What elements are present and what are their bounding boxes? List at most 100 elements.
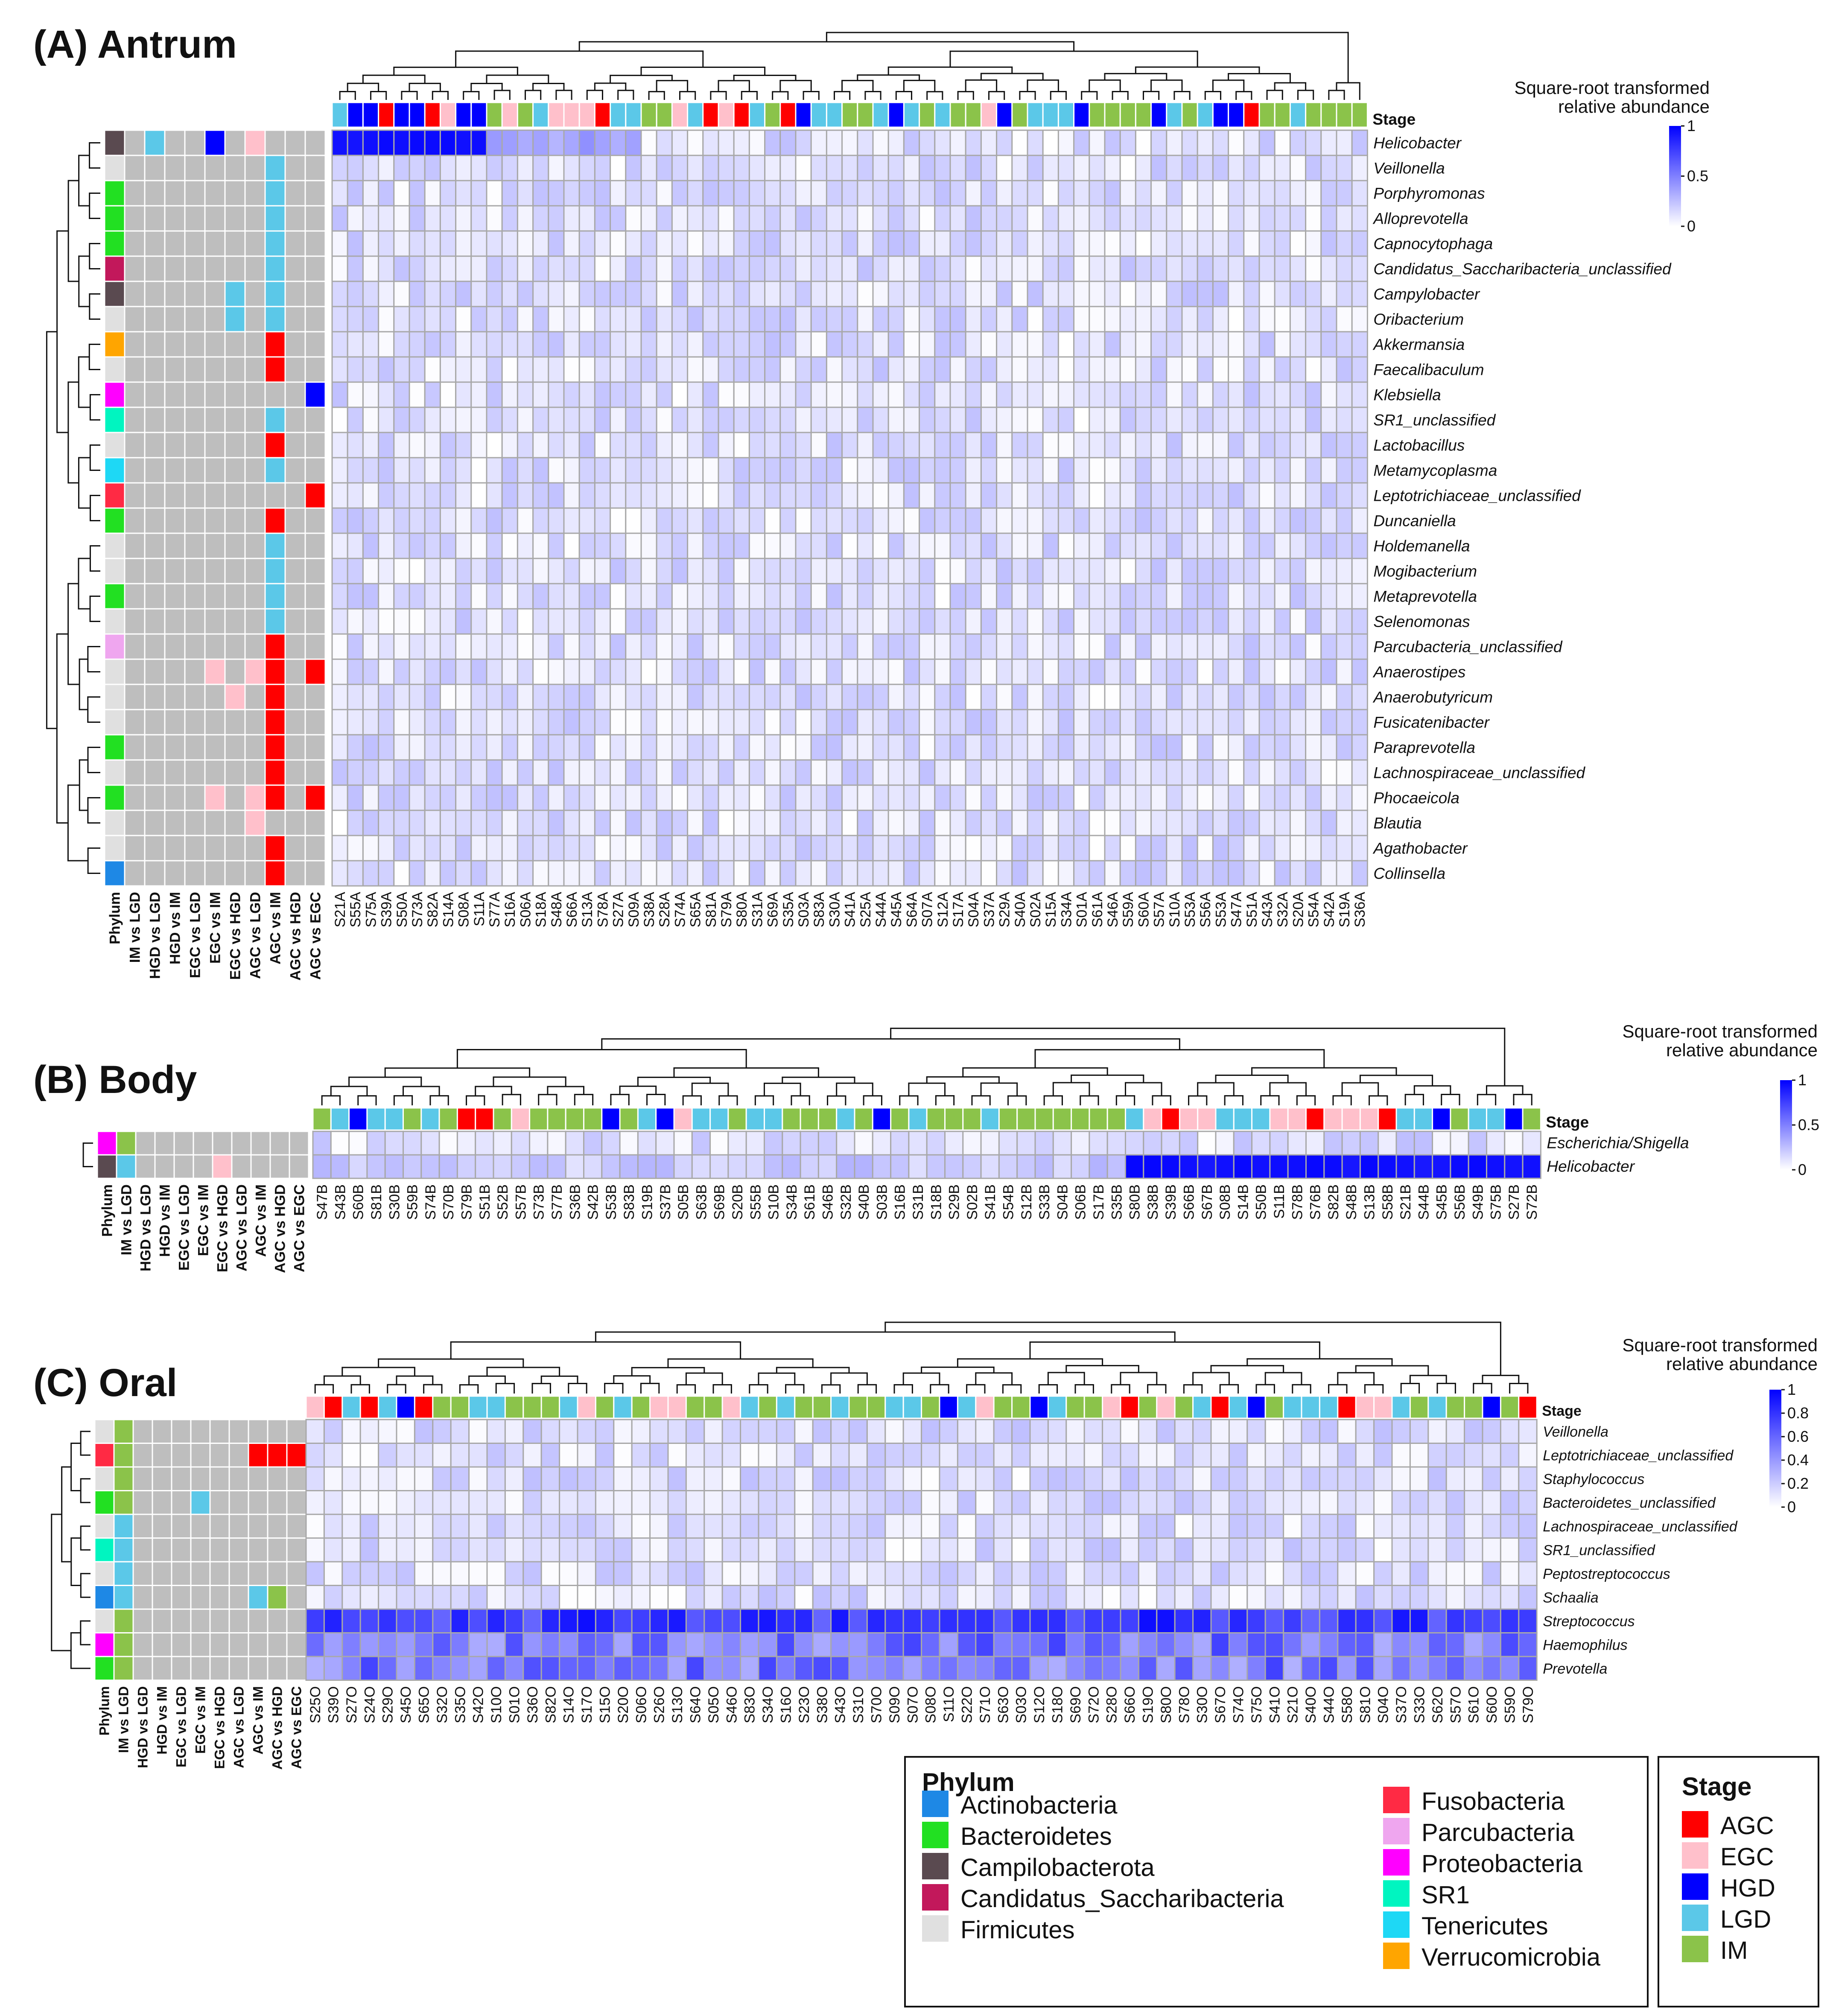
heatmap-cell — [795, 230, 812, 257]
heatmap-cell — [393, 809, 410, 836]
heatmap-cell — [1320, 356, 1337, 383]
heatmap-cell — [1057, 784, 1075, 811]
heatmap-cell — [532, 457, 549, 484]
comparison-cell — [113, 1443, 134, 1468]
heatmap-cell — [975, 1490, 995, 1515]
heatmap-cell — [921, 1419, 940, 1444]
heatmap-cell — [1212, 180, 1229, 207]
heatmap-cell — [1336, 356, 1353, 383]
heatmap-cell — [1150, 583, 1168, 610]
heatmap-cell — [1264, 1490, 1284, 1515]
heatmap-cell — [887, 457, 905, 484]
heatmap-cell — [721, 1466, 741, 1491]
heatmap-cell — [748, 532, 766, 559]
heatmap-cell — [758, 1513, 777, 1539]
heatmap-cell — [517, 129, 534, 156]
heatmap-cell — [949, 532, 966, 559]
heatmap-cell — [362, 633, 379, 660]
sample-label: S77B — [549, 1184, 565, 1220]
comparison-cell — [304, 633, 326, 660]
heatmap-cell — [1243, 255, 1260, 282]
heatmap-cell — [640, 155, 657, 181]
heatmap-cell — [1089, 684, 1106, 710]
heatmap-cell — [486, 809, 503, 836]
heatmap-cell — [1351, 155, 1368, 181]
heatmap-cell — [532, 507, 549, 534]
stage-cell — [1034, 1107, 1054, 1131]
heatmap-cell — [1274, 255, 1291, 282]
heatmap-cell — [470, 684, 487, 710]
heatmap-cell — [1011, 608, 1028, 635]
heatmap-cell — [1166, 155, 1183, 181]
heatmap-cell — [1289, 633, 1307, 660]
heatmap-cell — [740, 1608, 759, 1633]
comparison-cell — [224, 532, 246, 559]
heatmap-cell — [857, 658, 874, 685]
heatmap-cell — [949, 280, 966, 307]
heatmap-cell — [594, 709, 611, 736]
heatmap-cell — [949, 633, 966, 660]
heatmap-cell — [532, 280, 549, 307]
sample-label: S56B — [1452, 1184, 1468, 1220]
sample-label: S14A — [440, 892, 456, 927]
heatmap-cell — [1052, 1131, 1072, 1156]
heatmap-cell — [795, 608, 812, 635]
heatmap-cell — [841, 709, 858, 736]
heatmap-cell — [919, 331, 936, 358]
heatmap-cell — [486, 1490, 506, 1515]
stage-cell — [594, 102, 611, 128]
comparison-cell — [224, 608, 246, 635]
comparison-cell — [144, 809, 166, 836]
heatmap-cell — [1305, 583, 1322, 610]
comparison-column-label: IM vs LGD — [118, 1184, 134, 1255]
heatmap-cell — [1197, 129, 1214, 156]
heatmap-cell — [1445, 1466, 1465, 1491]
heatmap-cell — [934, 255, 951, 282]
heatmap-cell — [795, 129, 812, 156]
heatmap-cell — [1042, 180, 1059, 207]
heatmap-cell — [779, 784, 797, 811]
sample-label: S16B — [892, 1184, 908, 1220]
heatmap-cell — [1027, 558, 1044, 584]
heatmap-cell — [996, 155, 1013, 181]
heatmap-cell — [1057, 482, 1075, 509]
comparison-cell — [209, 1513, 230, 1539]
comparison-cell — [304, 507, 326, 534]
heatmap-cell — [1181, 684, 1198, 710]
heatmap-cell — [1135, 835, 1152, 862]
heatmap-cell — [1197, 482, 1214, 509]
heatmap-cell — [1089, 155, 1106, 181]
heatmap-cell — [631, 1632, 651, 1657]
stage-cell — [902, 1395, 922, 1419]
heatmap-cell — [980, 331, 998, 358]
heatmap-cell — [919, 583, 936, 610]
heatmap-cell — [826, 230, 843, 257]
legend-label: Tenericutes — [1421, 1912, 1548, 1940]
heatmap-cell — [745, 1154, 765, 1179]
comparison-cell — [204, 457, 226, 484]
heatmap-cell — [330, 1131, 350, 1156]
heatmap-cell — [532, 784, 549, 811]
comparison-cell — [184, 155, 206, 181]
heatmap-cell — [687, 432, 704, 459]
heatmap-cell — [1166, 835, 1183, 862]
heatmap-cell — [470, 155, 487, 181]
heatmap-cell — [640, 734, 657, 761]
heatmap-cell — [362, 734, 379, 761]
sample-label: S58O — [1339, 1686, 1355, 1724]
heatmap-cell — [1258, 532, 1276, 559]
heatmap-cell — [926, 1131, 946, 1156]
heatmap-cell — [631, 1656, 651, 1681]
heatmap-cell — [975, 1656, 995, 1681]
heatmap-cell — [1197, 860, 1214, 887]
comparison-cell — [244, 155, 266, 181]
heatmap-cell — [613, 1561, 633, 1586]
heatmap-cell — [501, 532, 518, 559]
sample-label: S78O — [1176, 1686, 1192, 1724]
heatmap-cell — [1029, 1537, 1049, 1563]
comparison-cell — [224, 835, 246, 862]
comparison-cell — [184, 759, 206, 786]
stage-cell — [1251, 1107, 1271, 1131]
heatmap-cell — [934, 331, 951, 358]
heatmap-cell — [424, 684, 441, 710]
